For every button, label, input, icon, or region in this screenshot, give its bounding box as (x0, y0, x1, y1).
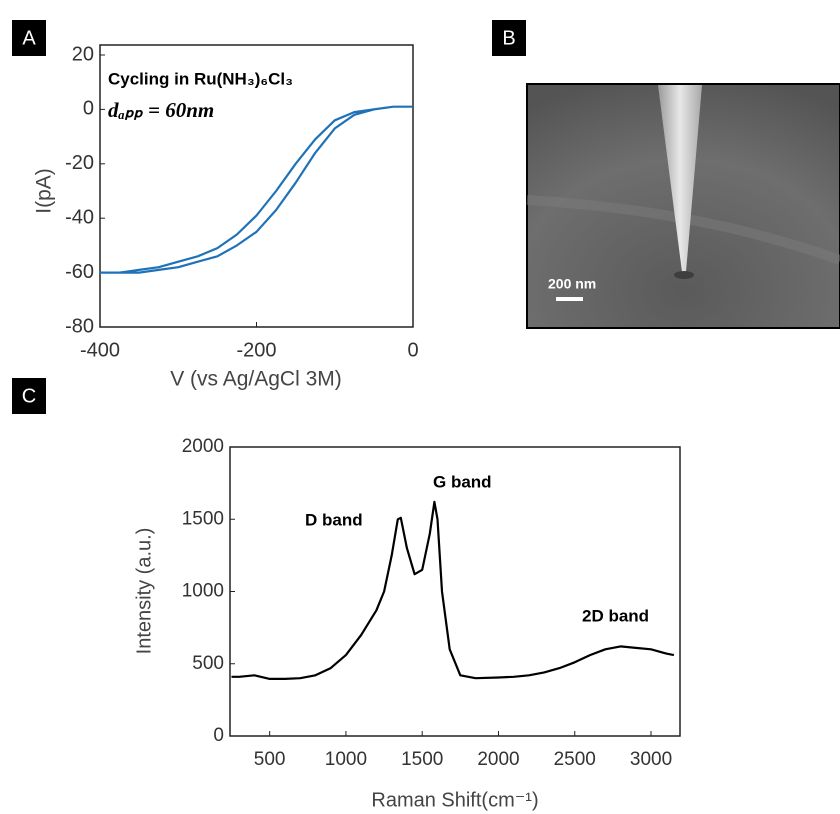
annotation: G band (433, 472, 492, 491)
x-tick-label: 3000 (630, 749, 672, 770)
y-axis-label: I(pA) (33, 168, 56, 214)
panel-label: B (502, 27, 515, 49)
panel-label-box (492, 20, 526, 56)
x-tick-label: 500 (254, 749, 286, 770)
x-tick-label: 0 (407, 339, 418, 361)
sem-texture (526, 195, 840, 265)
panel-label: A (22, 27, 36, 49)
y-tick-label: -40 (65, 206, 94, 228)
y-tick-label: 0 (83, 98, 94, 120)
y-tick-label: 500 (192, 653, 224, 674)
x-axis-label: V (vs Ag/AgCl 3M) (170, 368, 342, 391)
scale-bar-label: 200 nm (548, 276, 596, 292)
panel-label: C (22, 385, 36, 407)
x-axis-label: Raman Shift(cm⁻¹) (371, 789, 538, 811)
sem-shadow (674, 271, 694, 279)
annotation: Cycling in Ru(NH₃)₆Cl₃ (108, 69, 293, 88)
y-tick-label: -60 (65, 261, 94, 283)
annotation: dₐₚₚ = 60nm (108, 98, 214, 122)
y-tick-label: -80 (65, 315, 94, 337)
data-line (98, 105, 413, 274)
x-tick-label: -200 (236, 339, 276, 361)
y-tick-label: 2000 (182, 436, 224, 457)
x-tick-label: -400 (80, 339, 120, 361)
annotation: 2D band (582, 606, 649, 625)
panel-label-box (12, 20, 46, 56)
y-tick-label: 1500 (182, 508, 224, 529)
panel-label-box (12, 378, 46, 414)
data-line (231, 500, 675, 680)
x-tick-label: 2000 (477, 749, 519, 770)
sem-tip (658, 85, 702, 272)
scale-bar (556, 297, 583, 301)
x-tick-label: 1000 (325, 749, 367, 770)
y-axis-label: Intensity (a.u.) (133, 528, 155, 655)
x-tick-label: 1500 (401, 749, 443, 770)
y-tick-label: -20 (65, 152, 94, 174)
image-panel: B 200 nm (492, 20, 840, 329)
x-tick-label: 2500 (554, 749, 596, 770)
y-tick-label: 20 (72, 43, 94, 65)
annotation: D band (305, 510, 363, 529)
y-tick-label: 0 (213, 725, 224, 746)
y-tick-label: 1000 (182, 581, 224, 602)
